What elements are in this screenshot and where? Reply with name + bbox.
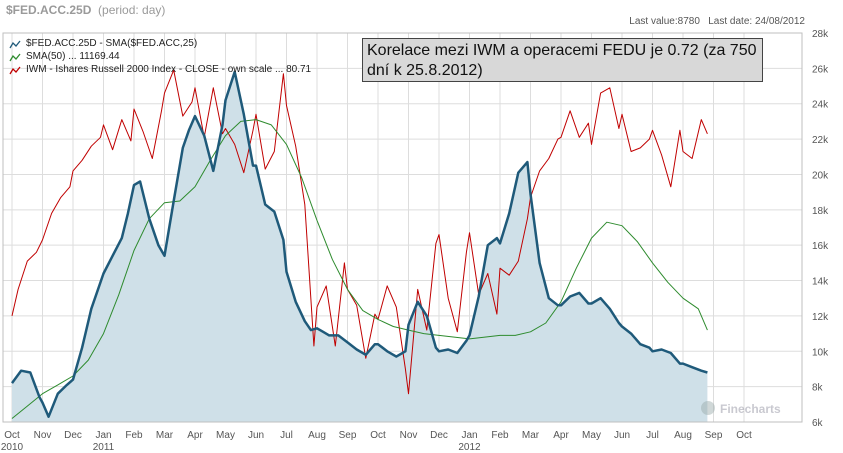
fed-area-fill — [12, 71, 708, 423]
y-tick-label: 18k — [812, 206, 829, 217]
legend: $FED.ACC.25D - SMA($FED.ACC,25) SMA(50) .… — [9, 38, 312, 75]
y-tick-label: 22k — [812, 135, 829, 146]
y-tick-label: 10k — [812, 347, 829, 358]
y-tick-label: 26k — [812, 64, 829, 75]
y-tick-label: 6k — [812, 418, 824, 429]
x-tick-label: Aug — [674, 430, 692, 441]
last-value-info: Last value:8780 Last date: 24/08/2012 — [629, 16, 805, 27]
y-tick-label: 12k — [812, 312, 829, 323]
y-axis: 6k 8k 10k 12k 14k 16k 18k 20k 22k 24k 26k 28k — [812, 29, 829, 429]
x-tick-label: Feb — [125, 430, 143, 441]
y-tick-label: 24k — [812, 100, 829, 111]
legend-swatch — [9, 40, 21, 49]
x-tick-label: Jun — [614, 430, 630, 441]
legend-label: $FED.ACC.25D - SMA($FED.ACC,25) — [26, 38, 197, 49]
x-tick-label: Feb — [491, 430, 509, 441]
chart-title: $FED.ACC.25D (period: day) — [6, 3, 166, 17]
y-tick-label: 8k — [812, 383, 824, 394]
x-year-label: 2010 — [1, 442, 24, 453]
x-year-label: 2012 — [458, 442, 481, 453]
watermark-text: Finecharts — [720, 402, 781, 416]
plot-frame — [2, 32, 803, 423]
x-tick-label: Jul — [280, 430, 293, 441]
iwm-series-line — [11, 69, 708, 395]
x-tick-label: Nov — [34, 430, 52, 441]
x-axis: Oct Nov Dec Jan Feb Mar Apr May Jun Jul Aug Sep Oct N… — [1, 430, 752, 453]
legend-label: IWM - Ishares Russell 2000 Index - CLOSE… — [26, 64, 312, 75]
legend-label: SMA(50) ... 11169.44 — [26, 51, 120, 62]
legend-swatch — [9, 66, 21, 75]
x-tick-label: Nov — [400, 430, 418, 441]
x-tick-label: Jan — [95, 430, 111, 441]
x-tick-label: Oct — [4, 430, 20, 441]
x-tick-label: Jan — [461, 430, 477, 441]
legend-swatch — [9, 53, 21, 62]
x-tick-label: Sep — [705, 430, 723, 441]
x-year-label: 2011 — [93, 442, 115, 453]
x-tick-label: May — [582, 430, 601, 441]
y-tick-label: 28k — [812, 29, 829, 40]
watermark: Finecharts — [701, 401, 781, 416]
y-tick-label: 16k — [812, 241, 829, 252]
x-tick-label: Oct — [736, 430, 752, 441]
x-tick-label: Dec — [430, 430, 448, 441]
x-tick-label: May — [216, 430, 235, 441]
y-tick-label: 20k — [812, 170, 829, 181]
x-tick-label: Oct — [370, 430, 386, 441]
x-tick-label: Aug — [308, 430, 326, 441]
x-tick-label: Jul — [646, 430, 659, 441]
x-tick-label: Jun — [248, 430, 264, 441]
x-tick-label: Apr — [553, 430, 569, 441]
x-tick-label: Mar — [522, 430, 540, 441]
watermark-logo — [701, 401, 715, 415]
series-lines — [10, 69, 708, 419]
x-tick-label: Sep — [339, 430, 357, 441]
fed-area — [12, 71, 708, 423]
x-tick-label: Mar — [156, 430, 174, 441]
annotation-box: Korelace mezi IWM a operacemi FEDU je 0.… — [362, 38, 763, 82]
x-tick-label: Apr — [187, 430, 203, 441]
y-tick-label: 14k — [812, 277, 829, 288]
x-tick-label: Dec — [64, 430, 82, 441]
